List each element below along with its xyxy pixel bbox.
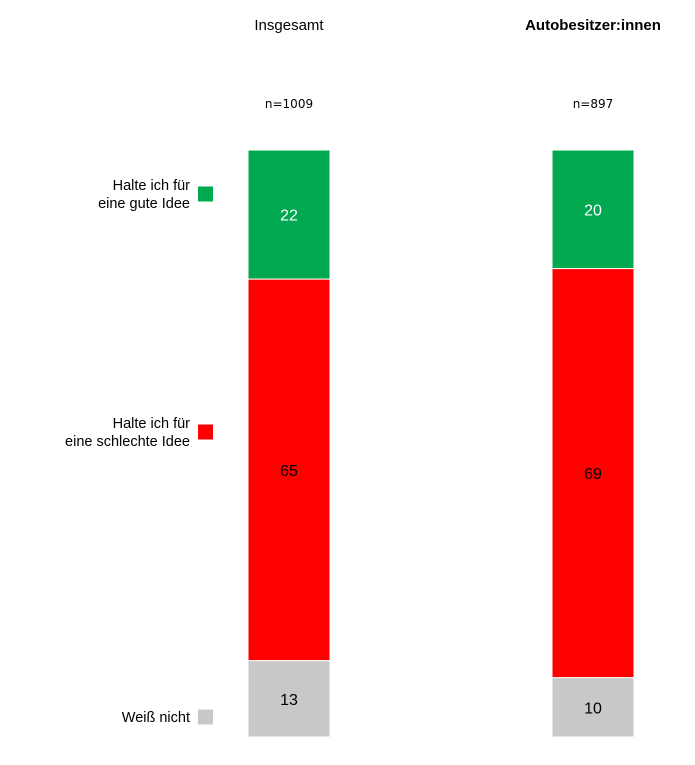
bar-segment-1-0 xyxy=(247,278,331,662)
legend-label-2-0: Weiß nicht xyxy=(122,710,190,726)
sample-size-label-1: n=897 xyxy=(573,97,614,111)
bar-segment-0-1 xyxy=(551,149,635,270)
column-title-1: Autobesitzer:innen xyxy=(525,17,661,34)
legend-swatch-0 xyxy=(198,186,213,202)
bar-segment-0-0 xyxy=(247,149,331,280)
legend-label-0-0: Halte ich für xyxy=(113,178,191,194)
legend-label-1-1: eine schlechte Idee xyxy=(65,434,190,450)
bar-segment-2-0 xyxy=(247,660,331,738)
data-label-0-1: 20 xyxy=(584,202,602,219)
data-label-2-1: 10 xyxy=(584,700,602,717)
data-label-1-1: 69 xyxy=(584,466,602,483)
data-label-2-0: 13 xyxy=(280,692,298,709)
bar-segment-1-1 xyxy=(551,268,635,679)
legend-swatch-2 xyxy=(198,709,213,725)
legend-label-0-1: eine gute Idee xyxy=(98,196,190,212)
bar-segment-2-1 xyxy=(551,677,635,738)
data-label-1-0: 65 xyxy=(280,463,298,480)
legend-swatch-1 xyxy=(198,424,213,440)
data-label-0-0: 22 xyxy=(280,208,298,225)
legend-label-1-0: Halte ich für xyxy=(113,416,191,432)
column-title-0: Insgesamt xyxy=(254,17,324,34)
sample-size-label-0: n=1009 xyxy=(265,97,313,111)
